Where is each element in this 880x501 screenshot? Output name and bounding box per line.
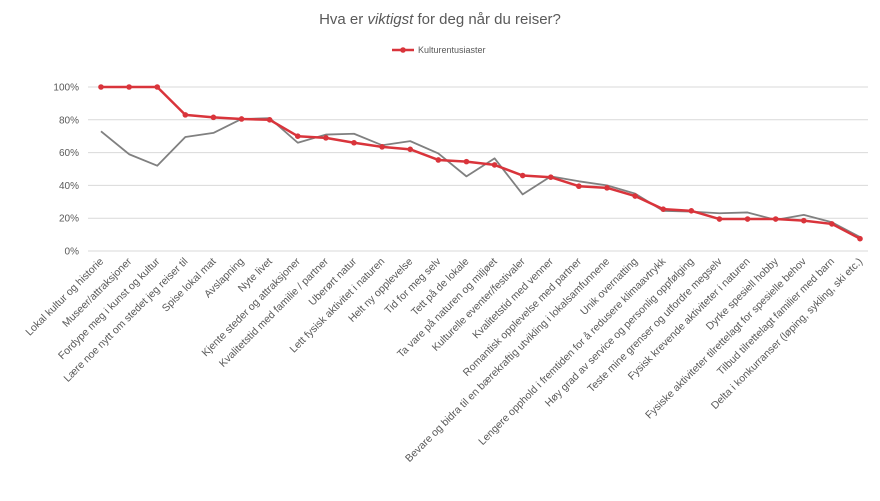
x-axis-ticks: Lokal kultur og historieMuseer/attraksjo… xyxy=(23,255,865,465)
data-point xyxy=(407,146,414,153)
data-point xyxy=(154,84,161,90)
data-point xyxy=(547,174,554,180)
chart-title: Hva er viktigst for deg når du reiser? xyxy=(319,11,561,28)
data-point xyxy=(688,208,695,214)
series-line-kulturentusiaster xyxy=(101,85,861,240)
y-tick-label: 40% xyxy=(59,181,79,192)
data-point xyxy=(182,112,189,118)
gridlines xyxy=(88,86,868,252)
series-lines xyxy=(98,84,863,242)
data-point xyxy=(210,114,217,121)
y-tick-label: 20% xyxy=(59,214,79,225)
y-tick-label: 60% xyxy=(59,148,79,159)
data-point xyxy=(632,193,638,199)
series-line-comparison xyxy=(100,117,861,238)
data-point xyxy=(351,139,357,146)
data-point xyxy=(491,162,498,168)
data-point xyxy=(238,116,245,122)
y-axis-ticks: 0% 20% 40% 60% 80% 100% xyxy=(53,83,79,258)
data-point xyxy=(800,217,807,224)
legend: Kulturentusiaster xyxy=(392,45,486,55)
data-point xyxy=(323,135,329,141)
data-point xyxy=(463,158,470,165)
legend-label: Kulturentusiaster xyxy=(418,45,486,55)
chart-title-prefix: Hva er xyxy=(319,11,367,28)
legend-marker-swatch xyxy=(400,47,406,53)
y-tick-label: 80% xyxy=(59,115,79,126)
data-point xyxy=(294,133,301,139)
data-point xyxy=(604,185,610,191)
data-point xyxy=(98,84,104,90)
data-point xyxy=(266,117,273,123)
data-point xyxy=(519,172,526,179)
data-point xyxy=(435,157,442,163)
data-point xyxy=(576,183,582,190)
y-tick-label: 100% xyxy=(53,83,79,94)
chart-title-emphasis: viktigst xyxy=(367,11,414,28)
data-point xyxy=(857,235,863,242)
chart-title-suffix: for deg når du reiser? xyxy=(413,11,561,28)
data-point xyxy=(716,216,723,222)
data-point xyxy=(660,206,667,212)
data-point xyxy=(126,84,132,90)
data-point xyxy=(829,221,835,227)
data-point xyxy=(772,216,779,222)
data-point xyxy=(744,216,751,222)
data-point xyxy=(379,144,385,150)
y-tick-label: 0% xyxy=(65,247,80,258)
